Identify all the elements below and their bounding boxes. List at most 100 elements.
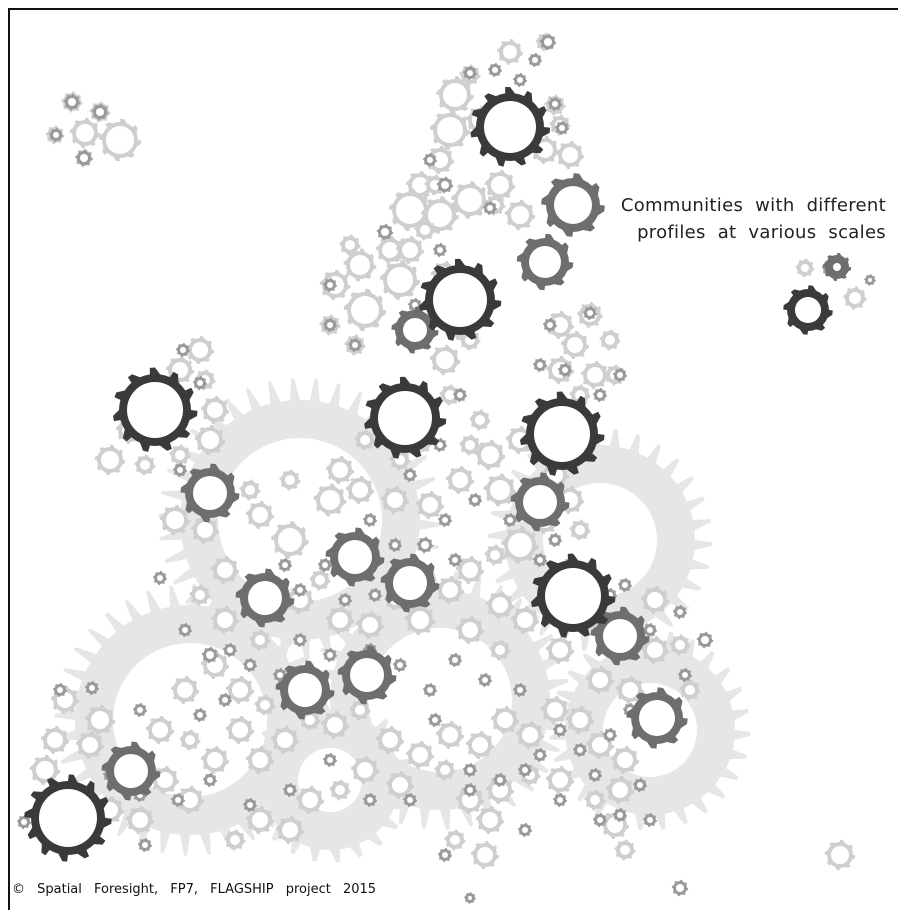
light-gear-icon: [210, 605, 240, 635]
light-gear-icon: [380, 485, 410, 515]
light-gear-icon: [249, 629, 271, 651]
dark-gear-icon: [337, 645, 397, 705]
light-gear-icon: [455, 615, 485, 645]
light-gear-icon: [271, 521, 309, 559]
dark-gear-icon: [101, 741, 161, 801]
light-gear-icon: [40, 725, 70, 755]
small-gear-icon: [202, 772, 218, 788]
small-gear-icon: [642, 812, 658, 828]
small-gear-icon: [532, 357, 548, 373]
small-gear-icon: [63, 93, 81, 111]
light-gear-icon: [610, 745, 640, 775]
small-gear-icon: [137, 837, 153, 853]
light-gear-icon: [194, 424, 226, 456]
light-gear-icon: [170, 675, 200, 705]
light-gear-icon: [425, 145, 455, 175]
light-gear-icon: [200, 745, 230, 775]
light-gear-icon: [169, 444, 191, 466]
light-gear-icon: [343, 288, 387, 332]
dark-gear-icon: [235, 568, 295, 628]
light-gear-icon: [98, 118, 142, 162]
light-gear-icon: [225, 675, 255, 705]
small-gear-icon: [572, 742, 588, 758]
light-gear-icon: [445, 465, 475, 495]
light-gear-icon: [545, 310, 575, 340]
dark-gear-icon: [391, 306, 439, 354]
light-gear-icon: [640, 635, 670, 665]
light-gear-icon: [605, 775, 635, 805]
light-gear-icon: [545, 635, 575, 665]
small-gear-icon: [152, 570, 168, 586]
light-gear-icon: [388, 188, 432, 232]
small-gear-icon: [317, 557, 333, 573]
small-gear-icon: [437, 847, 453, 863]
light-gear-icon: [75, 730, 105, 760]
light-gear-icon: [350, 755, 380, 785]
small-gear-icon: [462, 65, 478, 81]
light-gear-icon: [405, 740, 435, 770]
light-gear-icon: [94, 444, 126, 476]
light-gear-icon: [224, 829, 246, 851]
light-gear-icon: [497, 39, 523, 65]
light-gear-icon: [395, 235, 425, 265]
small-gear-icon: [547, 532, 563, 548]
light-gear-icon: [429, 109, 471, 151]
small-gear-icon: [512, 682, 528, 698]
caption-line-1: Communities with different: [620, 195, 886, 216]
small-gear-icon: [387, 537, 403, 553]
small-gear-icon: [587, 767, 603, 783]
light-gear-icon: [843, 286, 867, 310]
light-gear-icon: [560, 330, 590, 360]
small-gear-icon: [322, 277, 338, 293]
light-gear-icon: [254, 694, 276, 716]
light-gear-icon: [435, 575, 465, 605]
light-gear-icon: [459, 434, 481, 456]
small-gear-icon: [292, 632, 308, 648]
small-gear-icon: [75, 149, 93, 167]
light-gear-icon: [501, 526, 539, 564]
small-gear-icon: [547, 96, 563, 112]
dark-gear-icon: [275, 660, 335, 720]
small-gear-icon: [322, 647, 338, 663]
light-gear-icon: [444, 829, 466, 851]
light-gear-icon: [185, 335, 215, 365]
dark-gear-icon: [541, 173, 605, 237]
light-gear-icon: [404, 604, 436, 636]
small-gear-icon: [487, 62, 503, 78]
small-gear-icon: [192, 375, 208, 391]
small-gear-icon: [452, 387, 468, 403]
light-gear-icon: [585, 665, 615, 695]
light-gear-icon: [451, 181, 489, 219]
light-gear-icon: [343, 248, 377, 282]
light-gear-icon: [239, 479, 261, 501]
light-gear-icon: [545, 765, 575, 795]
small-gear-icon: [132, 702, 148, 718]
small-gear-icon: [322, 752, 338, 768]
large-gear-icon: [530, 553, 616, 638]
light-gear-icon: [309, 569, 331, 591]
small-gear-icon: [376, 223, 394, 241]
small-gear-icon: [642, 622, 658, 638]
light-gear-icon: [470, 840, 500, 870]
light-gear-icon: [475, 805, 505, 835]
small-gear-icon: [282, 782, 298, 798]
small-gear-icon: [462, 782, 478, 798]
light-gear-icon: [210, 555, 240, 585]
light-gear-icon: [245, 805, 275, 835]
small-gear-icon: [612, 367, 628, 383]
light-gear-icon: [795, 258, 815, 278]
light-gear-icon: [329, 779, 351, 801]
small-gear-icon: [436, 176, 454, 194]
small-gear-icon: [416, 536, 434, 554]
small-gear-icon: [557, 362, 573, 378]
small-gear-icon: [482, 200, 498, 216]
small-gear-icon: [602, 727, 618, 743]
light-gear-icon: [434, 759, 456, 781]
dark-gear-icon: [180, 463, 240, 523]
light-gear-icon: [279, 469, 301, 491]
light-gear-icon: [225, 715, 255, 745]
light-gear-icon: [145, 715, 175, 745]
light-gear-icon: [175, 785, 205, 815]
small-gear-icon: [672, 604, 688, 620]
